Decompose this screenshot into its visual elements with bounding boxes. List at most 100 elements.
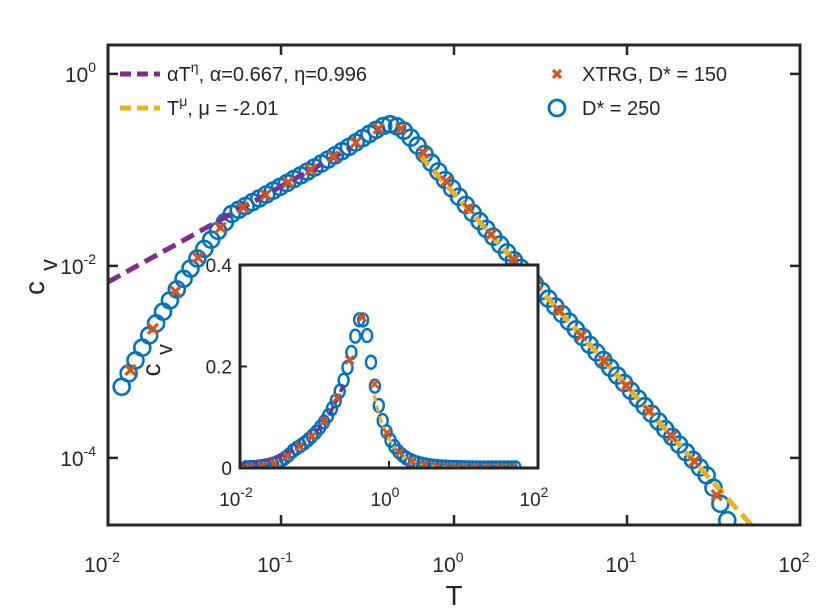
y-tick-label: 100 [65,59,96,87]
inset-xtrg-point [269,458,280,468]
inset-xtrg-stroke [282,451,293,462]
xtrg-point [620,379,633,393]
inset-xtrg-stroke [307,431,317,442]
xtrg-point-stroke [214,221,227,234]
xtrg-point [327,150,340,163]
x-tick-label: 10-2 [84,549,120,577]
xtrg-point [124,363,137,377]
inset-d250-point [493,460,507,468]
xtrg-point-stroke [734,545,744,555]
xtrg-point [688,455,701,468]
inset-y-tick-label: 0.4 [206,256,233,277]
xtrg-point [394,122,408,135]
xtrg-point [552,304,565,317]
inset-xtrg-stroke [369,379,380,389]
xtrg-point-stroke [304,163,317,176]
inset-y-label-sub: v [152,344,177,355]
d250-point [740,563,756,579]
xtrg-point-stroke [169,285,182,298]
y-axis-label: c v [19,259,63,295]
inset-xtrg-stroke [382,427,392,438]
y-tick-label: 10-2 [60,251,96,279]
xtrg-point-stroke [349,136,363,149]
inset-xtrg-stroke [319,416,330,427]
inset-xtrg-point [369,379,380,389]
d250-point [733,546,749,562]
xtrg-point-stroke [575,329,588,342]
d250-point [718,510,737,525]
inset-x-tick-label: 10-2 [219,484,253,511]
inset-d250-point [368,378,382,394]
xtrg-point [439,175,453,188]
xtrg-point-stroke [462,202,475,215]
inset-xtrg-stroke [294,441,305,452]
inset-xtrg-point [382,427,392,438]
xtrg-point [575,329,588,342]
legend-xtrg-label: XTRG, D* = 150 [582,64,727,86]
inset-y-tick-label: 0.2 [206,358,232,379]
xtrg-point-stroke [417,146,430,159]
xtrg-point-stroke [439,175,453,188]
inset-d250-point [407,454,421,468]
xtrg-point [710,489,723,502]
y-tick-label: 10-4 [60,443,96,471]
legend-d250-label: D* = 250 [582,98,660,120]
xtrg-point [191,251,205,264]
xtrg-point-stroke [620,379,633,393]
xtrg-point [259,188,272,201]
xtrg-point-stroke [665,430,678,443]
xtrg-point [507,253,520,267]
inset-xtrg-stroke [344,355,355,365]
legend-left: αTη, α=0.667, η=0.996 Tμ, μ = -2.01 [120,59,367,120]
inset-d250-point [364,354,378,370]
inset-d250-point [497,460,510,468]
inset-x-tick-label: 100 [371,484,400,511]
inset-xtrg-point [307,431,317,442]
inset-xtrg-point [332,393,342,403]
xtrg-point-stroke [597,354,611,367]
inset-xtrg-stroke [332,393,342,403]
y-axis-label-main: c [19,281,50,295]
xtrg-point [734,545,744,555]
inset-d250-point [501,460,514,468]
inset-xtrg-point [319,416,330,427]
xtrg-point-stroke [507,253,520,267]
xtrg-point [597,354,611,367]
inset-xtrg-point [357,312,367,323]
xtrg-point-stroke [642,404,656,418]
xtrg-point-stroke [688,455,701,468]
xtrg-point-stroke [146,322,160,336]
inset-xtrg-point [394,447,405,458]
inset-xtrg-stroke [357,312,367,323]
inset-xtrg-point [294,441,305,452]
y-axis-label-sub: v [36,259,63,271]
xtrg-point-stroke [282,176,295,189]
xtrg-point [282,176,295,189]
inset-xtrg-point [282,451,293,462]
xtrg-point [349,136,363,149]
xtrg-point [642,404,656,418]
inset-x-tick-label: 102 [520,484,549,511]
inset-d250-point [509,460,522,468]
legend-right: XTRG, D* = 150 D* = 250 [547,64,727,120]
xtrg-point [417,146,430,159]
inset-d250-point [485,460,499,468]
xtrg-point-stroke [734,545,744,555]
xtrg-point-stroke [552,304,565,317]
inset-d250-point [360,327,374,344]
xtrg-point-stroke [372,122,385,135]
inset-y-label-main: c [136,364,166,377]
inset-xtrg-point [407,456,417,466]
xtrg-point [304,163,317,176]
xtrg-point-stroke [236,201,250,214]
x-tick-label: 100 [432,549,463,577]
xtrg-point [169,285,182,298]
xtrg-point-stroke [327,150,340,163]
xtrg-point-stroke [124,363,137,377]
inset-d250-point [349,328,362,344]
xtrg-point [665,430,678,443]
xtrg-point [236,201,250,214]
xtrg-point [372,122,385,135]
xtrg-point [214,221,227,234]
